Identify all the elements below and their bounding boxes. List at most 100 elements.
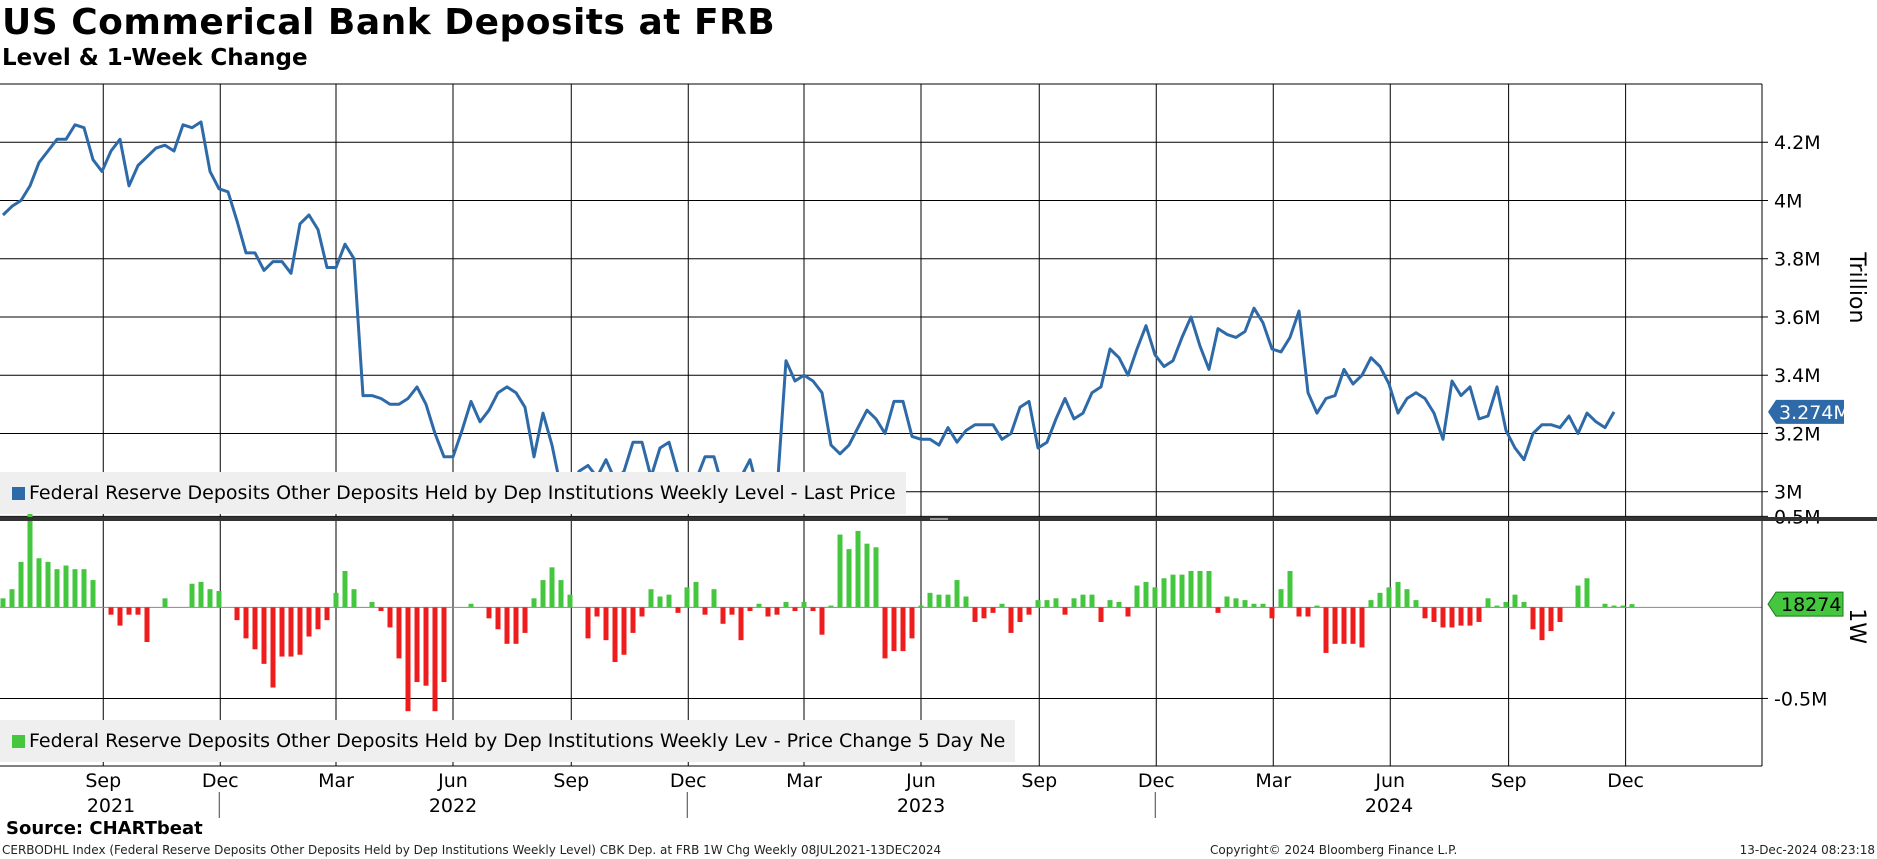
change-last-value-tag: [1767, 591, 1844, 617]
change-bar: [9, 589, 15, 608]
change-bar: [252, 607, 258, 650]
change-bar: [882, 607, 888, 659]
level-tick-label: 3.8M: [1774, 249, 1821, 271]
change-bar: [558, 580, 564, 608]
footer-description: CERBODHL Index (Federal Reserve Deposits…: [2, 843, 942, 857]
change-bar: [1305, 607, 1311, 617]
change-bar: [378, 607, 384, 612]
change-bar: [630, 607, 636, 633]
change-bar: [999, 603, 1005, 608]
change-bar: [540, 580, 546, 608]
month-tick-label: Sep: [553, 770, 589, 792]
change-bar: [216, 591, 222, 608]
change-bar: [1449, 607, 1455, 628]
change-bar: [1332, 607, 1338, 644]
change-bar: [567, 594, 573, 608]
change-bar: [837, 534, 843, 608]
change-bar: [270, 607, 276, 688]
footer-copyright: Copyright© 2024 Bloomberg Finance L.P.: [1210, 843, 1458, 857]
change-bar: [1053, 598, 1059, 608]
month-tick-label: Mar: [786, 770, 822, 792]
change-bar: [1071, 598, 1077, 608]
month-tick-label: Mar: [318, 770, 354, 792]
level-line-group: [1, 120, 1616, 497]
change-bar: [1602, 603, 1608, 608]
change-bar: [972, 607, 978, 622]
change-bar: [639, 607, 645, 617]
change-bar: [1395, 581, 1401, 608]
change-bar: [621, 607, 627, 655]
change-bar: [108, 607, 114, 615]
change-bar: [1269, 607, 1275, 619]
change-bar: [1422, 607, 1428, 619]
change-bar: [828, 605, 834, 608]
month-tick-label: Sep: [85, 770, 121, 792]
change-bar: [729, 607, 735, 615]
legend-level: Federal Reserve Deposits Other Deposits …: [0, 472, 906, 514]
change-bar: [783, 601, 789, 608]
change-bar: [963, 596, 969, 608]
change-bar: [846, 549, 852, 608]
year-tick-label: 2023: [897, 795, 945, 817]
change-bar: [1134, 585, 1140, 608]
change-bar: [1170, 574, 1176, 608]
change-bar: [1197, 570, 1203, 608]
level-tick-label: 3.4M: [1774, 365, 1821, 387]
change-bar: [126, 607, 132, 615]
change-bar: [1458, 607, 1464, 626]
legend-change-swatch: [12, 735, 25, 748]
change-bar: [603, 607, 609, 641]
change-bar: [657, 596, 663, 608]
change-bar: [819, 607, 825, 635]
change-bar: [693, 581, 699, 608]
change-bar: [1413, 600, 1419, 608]
change-bar: [315, 607, 321, 630]
change-bar: [1584, 578, 1590, 608]
change-bar: [513, 607, 519, 644]
change-bar: [801, 601, 807, 608]
change-bar: [288, 607, 294, 657]
year-tick-label: 2022: [429, 795, 477, 817]
change-bar: [774, 607, 780, 615]
change-bar: [486, 607, 492, 619]
change-bar: [594, 607, 600, 617]
change-bar: [207, 589, 213, 608]
change-bar: [981, 607, 987, 619]
change-bar: [1188, 570, 1194, 608]
change-last-value-label: 18274: [1781, 594, 1841, 616]
legend-change: Federal Reserve Deposits Other Deposits …: [0, 720, 1016, 762]
change-bar: [1485, 598, 1491, 608]
change-bar: [63, 565, 69, 608]
change-bar: [1098, 607, 1104, 622]
change-bar: [261, 607, 267, 664]
change-bars: [0, 510, 1635, 712]
change-bar: [684, 587, 690, 608]
change-bar: [1017, 607, 1023, 622]
change-bar: [1125, 607, 1131, 617]
change-bar: [1152, 587, 1158, 608]
change-bar: [1314, 605, 1320, 608]
month-tick-label: Jun: [905, 770, 936, 792]
change-bar: [333, 592, 339, 608]
source-note: Source: CHARTbeat: [6, 818, 203, 839]
change-bar: [1440, 607, 1446, 628]
change-axis-unit-label: 1W: [1844, 608, 1869, 644]
change-bar: [918, 605, 924, 608]
change-bar: [909, 607, 915, 639]
change-bar: [675, 607, 681, 613]
change-bar: [1044, 600, 1050, 608]
change-bar: [1323, 607, 1329, 653]
change-bar: [873, 547, 879, 608]
change-bar: [1143, 581, 1149, 608]
change-bar: [162, 598, 168, 608]
change-bar: [927, 592, 933, 608]
change-bar: [990, 607, 996, 613]
change-bar: [1512, 594, 1518, 608]
legend-level-label: Federal Reserve Deposits Other Deposits …: [29, 482, 896, 504]
change-bar: [72, 569, 78, 608]
change-bar: [324, 607, 330, 621]
change-bar: [1341, 607, 1347, 644]
change-bar: [1494, 605, 1500, 608]
level-last-value-tag: [1768, 399, 1844, 424]
change-bar: [1107, 600, 1113, 608]
